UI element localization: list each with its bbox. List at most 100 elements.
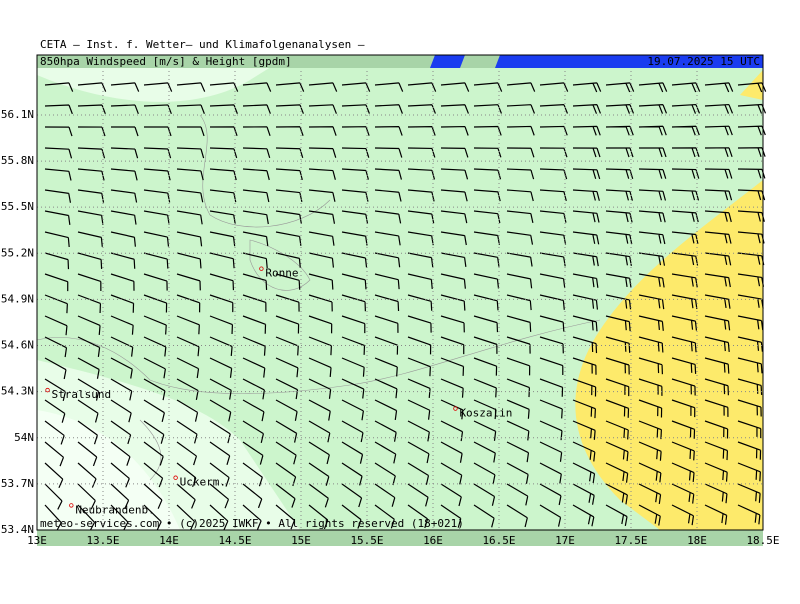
wind-barb: [209, 462, 230, 487]
wind-barb: [473, 82, 503, 92]
wind-barb: [407, 483, 429, 507]
wind-barb: [308, 210, 336, 224]
wind-barb: [605, 147, 634, 158]
wind-barb: [572, 378, 597, 397]
wind-barb: [407, 441, 430, 464]
wind-barb: [110, 231, 136, 247]
wind-barb: [308, 315, 333, 334]
lon-label: 16.5E: [482, 534, 515, 547]
lat-label: 54.3N: [1, 385, 34, 398]
wind-barb: [341, 504, 362, 529]
wind-barb: [506, 82, 536, 92]
wind-barb: [275, 483, 296, 508]
wind-barb: [176, 420, 198, 444]
wind-barb: [242, 483, 263, 509]
wind-barb: [671, 103, 701, 114]
wind-barb: [638, 103, 668, 114]
wind-barb: [176, 294, 201, 313]
city-marker: [45, 387, 50, 393]
wind-barb: [407, 315, 432, 333]
wind-barb: [572, 462, 596, 484]
high-wind-zone: [575, 180, 763, 530]
wind-barb: [110, 294, 135, 313]
wind-barb: [539, 147, 568, 158]
wind-barb: [638, 168, 667, 179]
wind-barb: [572, 504, 595, 527]
wind-barb: [374, 336, 399, 355]
wind-barb: [539, 504, 562, 527]
wind-barb: [440, 357, 465, 376]
header-highlight: [430, 55, 763, 68]
lon-label: 17E: [555, 534, 575, 547]
city-marker: [453, 406, 458, 411]
wind-barb: [341, 126, 370, 136]
wind-barb: [737, 378, 763, 395]
wind-barb: [506, 420, 530, 441]
wind-barb: [176, 252, 202, 269]
wind-barb: [209, 504, 229, 530]
wind-barb: [275, 441, 297, 465]
wind-barb: [638, 483, 662, 505]
wind-barb: [242, 315, 267, 334]
wind-barb: [176, 82, 206, 92]
wind-barb: [77, 357, 100, 379]
wind-barb: [44, 462, 64, 489]
wind-barb: [374, 420, 397, 442]
city-marker: [173, 475, 178, 480]
wind-barb: [242, 357, 266, 378]
wind-barb: [44, 189, 72, 203]
wind-barb: [704, 231, 732, 244]
wind-barb: [737, 483, 761, 503]
wind-barb: [473, 273, 500, 289]
wind-barb: [275, 336, 299, 356]
lon-label: 13.5E: [86, 534, 119, 547]
wind-barb: [77, 104, 106, 115]
wind-barb: [110, 104, 139, 115]
wind-barb: [275, 231, 302, 246]
wind-barb: [176, 273, 201, 291]
wind-barb: [407, 82, 437, 92]
wind-barb: [110, 189, 138, 203]
wind-barb: [44, 336, 68, 358]
wind-barb: [539, 378, 564, 397]
wind-barb: [44, 82, 74, 92]
wind-barb: [176, 126, 205, 137]
wind-barb: [209, 483, 230, 509]
wind-barb: [473, 357, 498, 376]
wind-barb: [341, 420, 364, 443]
wind-barb: [638, 189, 667, 201]
wind-barb: [473, 483, 496, 506]
wind-barb: [242, 441, 264, 465]
lon-label: 14.5E: [218, 534, 251, 547]
wind-barb: [704, 399, 729, 417]
wind-barb: [473, 462, 496, 485]
wind-barb: [704, 357, 730, 374]
wind-barb: [440, 82, 470, 92]
wind-barb: [539, 315, 565, 332]
wind-barb: [572, 231, 600, 245]
wind-barb: [242, 231, 269, 247]
wind-barb: [308, 231, 335, 246]
map-frame: [36, 54, 764, 531]
wind-barb: [110, 399, 132, 423]
footer: meteo-services.com • (c)2025 IWKF • All …: [40, 517, 464, 530]
wind-barb: [539, 273, 566, 289]
wind-barb: [44, 378, 66, 401]
wind-barb: [44, 315, 68, 336]
wind-barb: [407, 168, 436, 180]
wind-barb: [77, 504, 96, 532]
wind-barb: [143, 483, 163, 509]
wind-barb: [506, 357, 531, 376]
wind-barb: [539, 336, 564, 354]
wind-barb: [143, 126, 172, 137]
wind-barb: [143, 504, 162, 531]
wind-barb: [407, 399, 431, 420]
wind-barb: [77, 399, 99, 423]
wind-barb: [737, 504, 761, 525]
wind-barb: [110, 210, 137, 225]
wind-barb: [176, 399, 199, 422]
wind-barb: [308, 168, 336, 180]
wind-barb: [539, 294, 565, 310]
wind-barb: [506, 462, 529, 484]
wind-barb: [209, 399, 232, 422]
